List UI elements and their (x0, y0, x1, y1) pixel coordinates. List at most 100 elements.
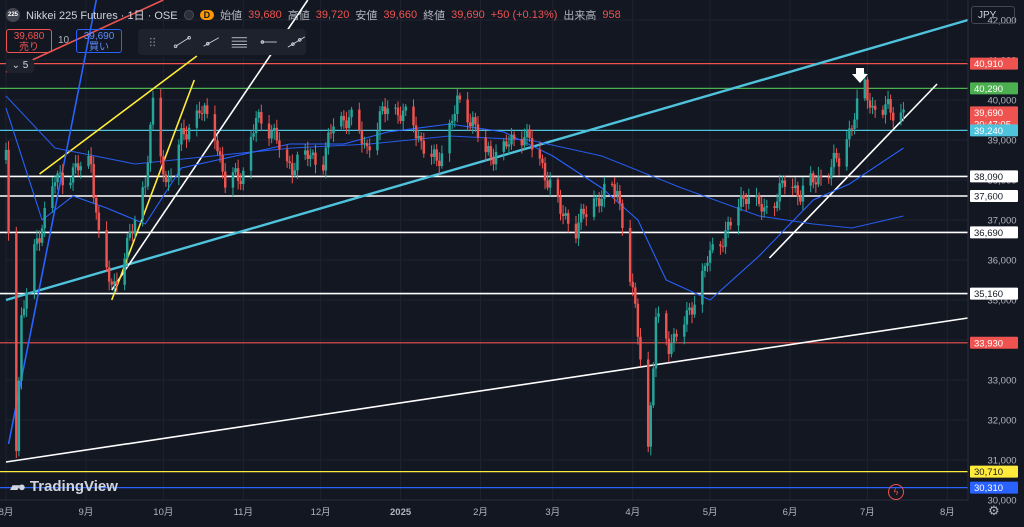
candle-body (850, 128, 854, 130)
candle-body (350, 109, 353, 118)
candle-body (125, 237, 129, 259)
price-label-bg (970, 124, 1018, 137)
price-label: 40,910 (974, 59, 1003, 70)
candle-body (177, 144, 181, 177)
candle-body (510, 134, 513, 145)
candle-body (848, 128, 851, 140)
candle-body (523, 137, 526, 146)
candle-body (781, 180, 784, 184)
candle-body (512, 134, 516, 140)
candle-body (270, 130, 273, 139)
candle-body (291, 163, 294, 175)
candle-body (567, 213, 570, 224)
candle-body (711, 244, 714, 251)
drag-handle-icon[interactable] (144, 35, 163, 49)
candle-body (448, 122, 451, 154)
horizontal-ray-icon[interactable] (259, 35, 278, 49)
y-tick-label: 32,000 (987, 416, 1016, 427)
candle-body (74, 163, 77, 168)
candle-body (76, 163, 80, 171)
candle-body (639, 336, 642, 360)
candle-body (884, 104, 887, 115)
candle-body (701, 270, 704, 305)
candle-body (133, 219, 137, 234)
lightning-icon[interactable]: ϟ (888, 484, 904, 500)
x-tick-label: 2025 (390, 507, 412, 518)
candle-body (386, 108, 389, 115)
candle-body (763, 207, 766, 212)
y-tick-label: 42,000 (987, 16, 1016, 27)
indicators-collapse-button[interactable]: ⌄ 5 (6, 59, 34, 73)
candle-body (530, 138, 534, 150)
buy-button[interactable]: 39,690 買い (76, 29, 122, 53)
candle-body (618, 191, 622, 204)
candle-body (706, 262, 709, 266)
candle-body (476, 124, 480, 138)
candle-body (538, 149, 542, 159)
candle-body (832, 152, 836, 168)
sell-price: 39,680 (13, 31, 45, 42)
candle-body (365, 143, 369, 147)
candle-body (793, 185, 797, 189)
ray-tool-icon[interactable] (201, 35, 220, 49)
currency-selector[interactable]: JPY (971, 6, 1015, 24)
symbol-title[interactable]: Nikkei 225 Futures · 1日 · OSE (26, 10, 178, 22)
candle-body (672, 333, 676, 343)
x-tick-label: 11月 (234, 507, 253, 518)
close-value: 39,690 (451, 9, 485, 21)
candle-body (796, 185, 800, 197)
candle-body (61, 172, 64, 186)
candle-body (275, 127, 279, 141)
candle-body (548, 179, 552, 188)
candle-body (438, 160, 441, 167)
candle-body (744, 198, 748, 204)
candle-body (43, 208, 46, 229)
candle-body (432, 149, 436, 157)
candle-body (414, 125, 418, 139)
candle-body (105, 229, 108, 268)
candle-body (296, 154, 299, 171)
extended-line-icon[interactable] (287, 35, 306, 49)
time-axis[interactable]: 8月 9月 10月 11月 12月 2025 2月 3月 4月 5月 6月 7月 8月 (0, 499, 968, 518)
candle-body (579, 208, 583, 223)
high-label: 高値 (287, 10, 310, 22)
candle-body (556, 179, 560, 197)
candle-body (311, 152, 315, 156)
candle-body (830, 167, 833, 179)
candle-body (690, 307, 694, 315)
tradingview-logo[interactable]: ▰● TradingView (10, 478, 118, 495)
candle-body (327, 132, 330, 148)
candle-body (597, 198, 601, 207)
candle-body (35, 238, 39, 245)
candle-body (817, 175, 820, 185)
candle-body (616, 191, 619, 196)
candle-body (665, 313, 668, 339)
symbol-logo: 225 (6, 8, 20, 22)
sell-button[interactable]: 39,680 売り (6, 29, 52, 53)
candle-body (435, 149, 438, 161)
trend-line-tool-icon[interactable] (173, 35, 192, 49)
candle-body (401, 110, 405, 121)
gear-icon[interactable]: ⚙ (988, 503, 1000, 518)
candle-body (324, 147, 328, 171)
candle-body (564, 213, 567, 217)
price-label: 38,090 (974, 172, 1003, 183)
change-value: +50 (+0.13%) (490, 9, 558, 21)
price-label-bg (970, 57, 1018, 70)
fib-tool-icon[interactable] (230, 35, 249, 49)
candle-body (347, 117, 351, 128)
down-arrow-icon (852, 68, 868, 83)
candle-body (819, 175, 823, 178)
candle-body (886, 99, 890, 105)
candle-body (254, 117, 258, 134)
market-status-icon (183, 10, 194, 20)
price-axis[interactable]: 42,00041,00040,00039,00038,00037,00036,0… (967, 0, 1024, 527)
candle-body (891, 112, 895, 121)
low-value: 39,660 (383, 9, 418, 21)
candle-body (708, 250, 712, 263)
order-quantity[interactable]: 10 (58, 35, 70, 46)
candle-body (149, 124, 152, 164)
price-label: 40,290 (974, 84, 1003, 95)
candle-body (670, 342, 673, 355)
